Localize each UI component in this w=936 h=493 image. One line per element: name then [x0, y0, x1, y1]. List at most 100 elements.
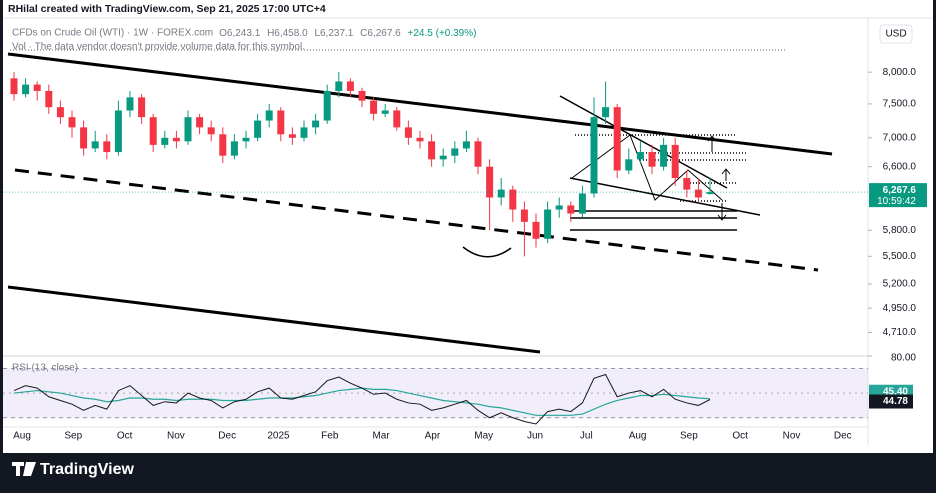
candle-body	[555, 205, 563, 210]
volume-note: Vol · The data vendor doesn't provide vo…	[12, 42, 305, 53]
drawings	[7, 49, 833, 354]
candle-body	[300, 127, 308, 138]
wedge-lower	[569, 177, 761, 216]
last-price: 6,267.6	[883, 185, 917, 196]
y-tick-label: 7,500.0	[883, 99, 917, 110]
arrow-down	[717, 203, 727, 221]
footer	[0, 453, 936, 493]
candle-body	[149, 117, 157, 145]
candle-body	[671, 144, 679, 179]
x-tick-label: May	[474, 431, 493, 442]
candle-body	[288, 134, 296, 138]
arrow-up	[707, 135, 717, 152]
candle-body	[451, 148, 459, 156]
y-tick-label: 5,200.0	[883, 279, 917, 290]
candle-body	[207, 127, 215, 135]
candle-body	[520, 209, 528, 222]
candle-body	[277, 110, 285, 135]
wedge-upper	[559, 95, 728, 189]
candle-body	[497, 189, 505, 198]
countdown: 10:59:42	[877, 196, 916, 207]
rsi-tick-label: 80.00	[891, 353, 916, 364]
symbol: CFDs on Crude Oil (WTI) · 1W · FOREX.com	[12, 28, 213, 39]
zigzag	[571, 134, 723, 201]
logo-mark	[12, 462, 36, 476]
x-tick-label: Sep	[64, 431, 82, 442]
x-tick-label: Apr	[425, 431, 441, 442]
candle-body	[56, 107, 64, 118]
candle-body	[254, 120, 262, 138]
rsi-label-box	[869, 394, 913, 409]
frame-right	[933, 0, 936, 453]
candle-body	[335, 81, 343, 91]
candle-body	[439, 155, 447, 160]
x-tick-label: Oct	[117, 431, 133, 442]
x-tick-label: Oct	[732, 431, 748, 442]
candle-body	[358, 90, 366, 101]
x-tick-label: 2025	[267, 431, 290, 442]
y-tick-label: 4,710.0	[883, 327, 917, 338]
close: C6,267.6	[360, 28, 401, 39]
candle-body	[544, 209, 552, 239]
candle-body	[22, 84, 30, 95]
candle-body	[103, 141, 111, 153]
candle-body	[10, 78, 18, 95]
candle-body	[138, 97, 146, 118]
support-lines	[570, 210, 737, 231]
y-tick-label: 5,800.0	[883, 225, 917, 236]
ohlc: O6,243.1 H6,458.0 L6,237.1 C6,267.6 +24.…	[219, 28, 476, 39]
candle-body	[68, 117, 76, 128]
candle-body	[462, 141, 470, 149]
candle-body	[312, 120, 320, 128]
x-tick-label: Aug	[13, 431, 31, 442]
arrow-up	[721, 168, 731, 181]
x-tick-label: Nov	[167, 431, 185, 442]
y-tick-label: 8,000.0	[883, 67, 917, 78]
candle-body	[404, 127, 412, 138]
candle-body	[126, 97, 134, 111]
high: H6,458.0	[267, 28, 308, 39]
candle-body	[33, 84, 41, 91]
x-tick-label: Jul	[580, 431, 593, 442]
candle-body	[567, 205, 575, 214]
candle-body	[346, 81, 354, 91]
rsi-name: RSI (13, close)	[12, 363, 78, 374]
candle-body	[706, 192, 714, 195]
channel-upper	[7, 52, 833, 156]
candle-body	[219, 134, 227, 156]
open: O6,243.1	[219, 28, 261, 39]
low: L6,237.1	[314, 28, 353, 39]
candle-body	[230, 141, 238, 156]
credit: RHilal created with TradingView.com, Sep…	[8, 3, 326, 15]
change: +24.5 (+0.39%)	[408, 28, 477, 39]
candle-body	[184, 117, 192, 142]
currency[interactable]: USD	[885, 29, 906, 40]
x-tick-label: Nov	[783, 431, 801, 442]
currency-box[interactable]	[879, 24, 913, 44]
candle-body	[196, 117, 204, 128]
candle-body	[91, 141, 99, 149]
x-tick-label: Dec	[834, 431, 852, 442]
x-tick-label: Mar	[372, 431, 390, 442]
candle-body	[242, 137, 250, 142]
candle-body	[532, 221, 540, 239]
rsi-label: 44.78	[883, 396, 908, 407]
y-tick-label: 5,500.0	[883, 251, 917, 262]
candle-body	[578, 193, 586, 214]
rsi-line	[13, 373, 711, 425]
channel-lower	[7, 285, 541, 354]
frame-left	[0, 0, 3, 453]
candle-body	[486, 166, 494, 198]
candle-body	[613, 107, 621, 171]
brand: TradingView	[40, 461, 135, 478]
candle-body	[625, 159, 633, 171]
rounding-bottom	[462, 246, 512, 258]
candle-body	[509, 189, 517, 210]
y-tick-label: 6,600.0	[883, 161, 917, 172]
candle-body	[370, 100, 378, 114]
candle-body	[80, 127, 88, 149]
rsi-ma-label: 45.40	[883, 386, 908, 397]
candle-body	[114, 110, 122, 153]
candle-body	[590, 117, 598, 194]
